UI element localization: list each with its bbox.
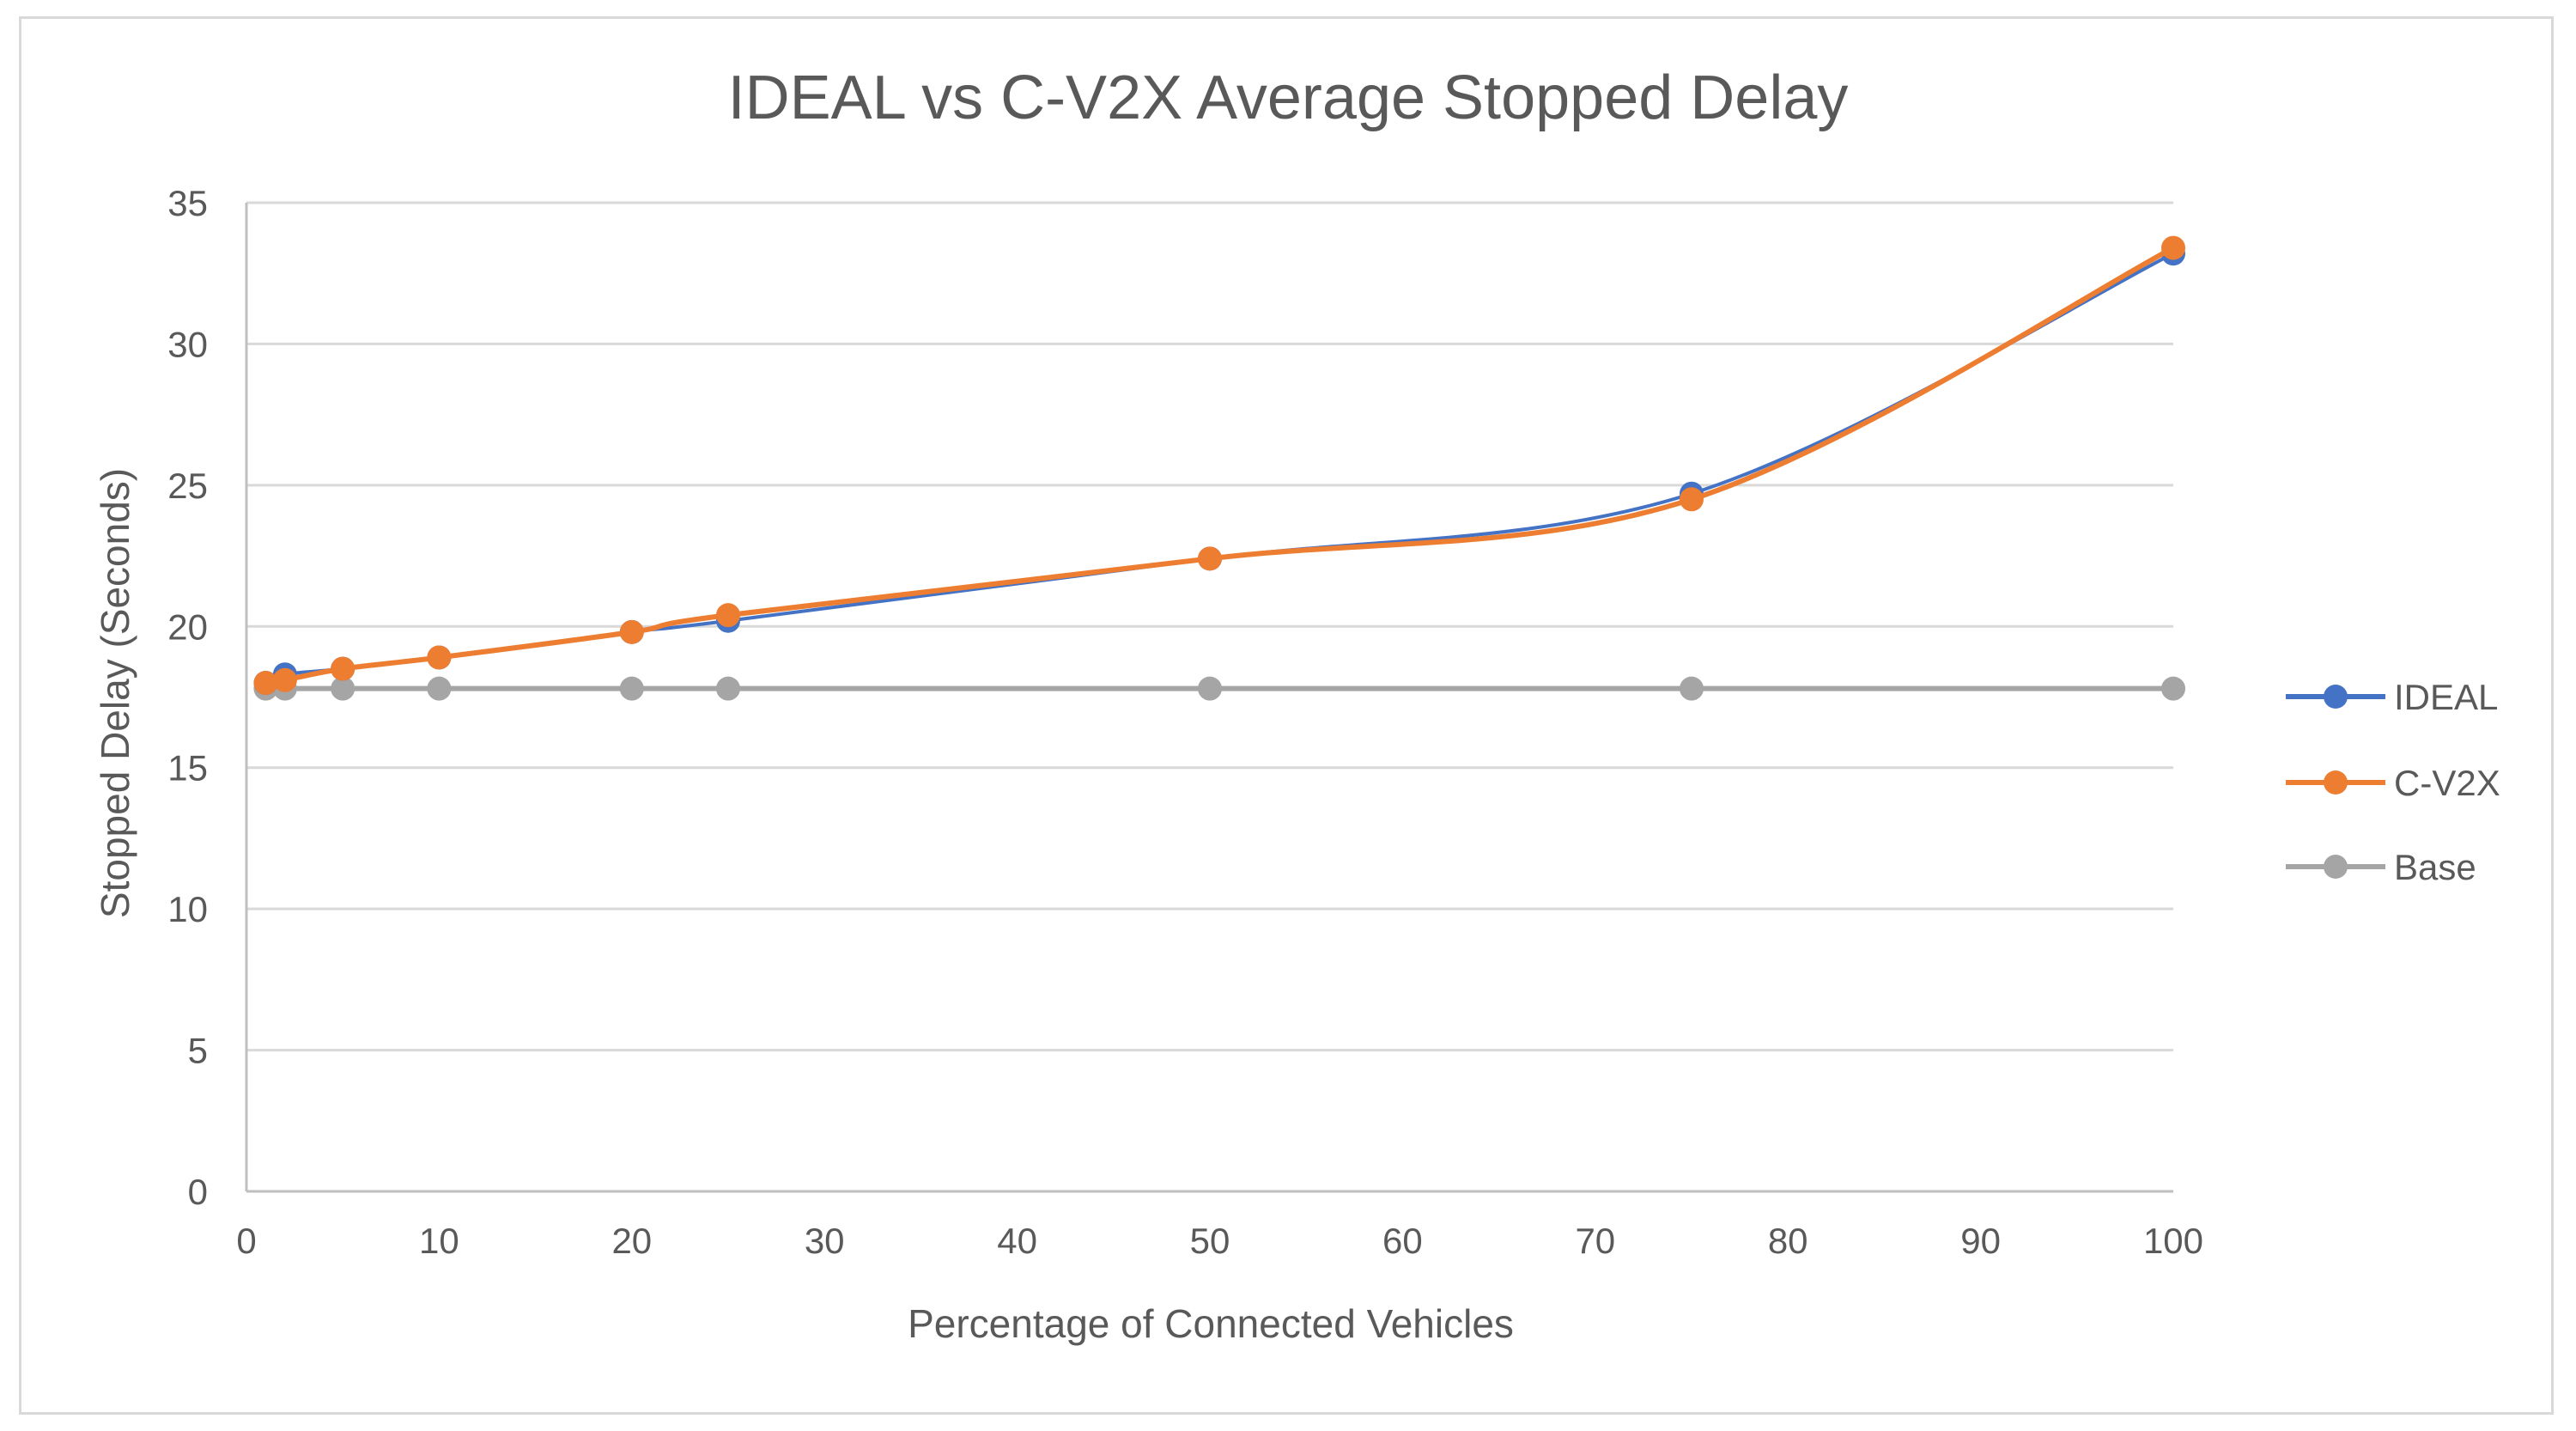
legend-item-c-v2x: C-V2X — [2286, 763, 2500, 803]
legend-item-ideal: IDEAL — [2286, 677, 2498, 717]
x-tick-label: 10 — [419, 1221, 459, 1261]
x-tick-label: 100 — [2143, 1221, 2203, 1261]
y-tick-label: 20 — [167, 606, 208, 647]
y-axis-tick-labels: 0 5 10 15 20 25 30 35 — [167, 183, 208, 1212]
x-tick-label: 0 — [236, 1221, 256, 1261]
data-point-base — [427, 676, 452, 701]
legend-label-base: Base — [2394, 847, 2476, 887]
data-point-c-v2x — [1198, 546, 1222, 571]
x-axis-title: Percentage of Connected Vehicles — [908, 1301, 1514, 1346]
data-point-base — [1198, 676, 1222, 701]
legend-marker-ideal — [2324, 685, 2348, 709]
x-tick-label: 40 — [997, 1221, 1037, 1261]
data-point-base — [619, 676, 644, 701]
legend-marker-base — [2324, 855, 2348, 879]
data-point-c-v2x — [2161, 235, 2185, 260]
x-tick-label: 80 — [1768, 1221, 1808, 1261]
data-point-c-v2x — [1680, 487, 1704, 512]
y-tick-label: 5 — [188, 1031, 208, 1071]
axes — [245, 203, 2173, 1193]
legend-marker-c-v2x — [2324, 770, 2348, 795]
y-tick-label: 30 — [167, 324, 208, 364]
legend-label-ideal: IDEAL — [2394, 677, 2498, 717]
data-point-c-v2x — [272, 667, 297, 692]
data-point-base — [716, 676, 740, 701]
x-tick-label: 70 — [1575, 1221, 1615, 1261]
series-line-ideal — [264, 252, 2175, 685]
y-tick-label: 0 — [188, 1172, 208, 1212]
legend-label-c-v2x: C-V2X — [2394, 763, 2500, 803]
legend-item-base: Base — [2286, 847, 2476, 887]
x-tick-label: 50 — [1190, 1221, 1230, 1261]
y-tick-label: 35 — [167, 183, 208, 223]
series-base — [253, 676, 2185, 701]
legend: IDEAL C-V2X Base — [2286, 677, 2500, 887]
gridlines — [246, 201, 2173, 1052]
series-lines — [253, 235, 2185, 701]
chart-frame — [19, 16, 2554, 1415]
data-point-c-v2x — [716, 603, 740, 628]
y-axis-title: Stopped Delay (Seconds) — [93, 468, 137, 918]
data-point-c-v2x — [331, 656, 355, 681]
x-tick-label: 30 — [805, 1221, 845, 1261]
x-axis-tick-labels: 0 10 20 30 40 50 60 70 80 90 100 — [236, 1221, 2203, 1261]
y-tick-label: 10 — [167, 889, 208, 929]
series-line-c-v2x — [263, 245, 2176, 686]
data-point-base — [1680, 676, 1704, 701]
x-tick-label: 90 — [1960, 1221, 2001, 1261]
chart-title: IDEAL vs C-V2X Average Stopped Delay — [728, 64, 1849, 132]
x-tick-label: 20 — [611, 1221, 652, 1261]
data-point-c-v2x — [253, 671, 278, 696]
series-c-v2x — [253, 235, 2185, 696]
data-point-base — [331, 676, 355, 701]
x-tick-label: 60 — [1382, 1221, 1423, 1261]
y-tick-label: 15 — [167, 748, 208, 789]
data-point-c-v2x — [619, 619, 644, 644]
data-point-base — [2161, 676, 2185, 701]
y-tick-label: 25 — [167, 466, 208, 506]
data-point-c-v2x — [427, 645, 452, 670]
